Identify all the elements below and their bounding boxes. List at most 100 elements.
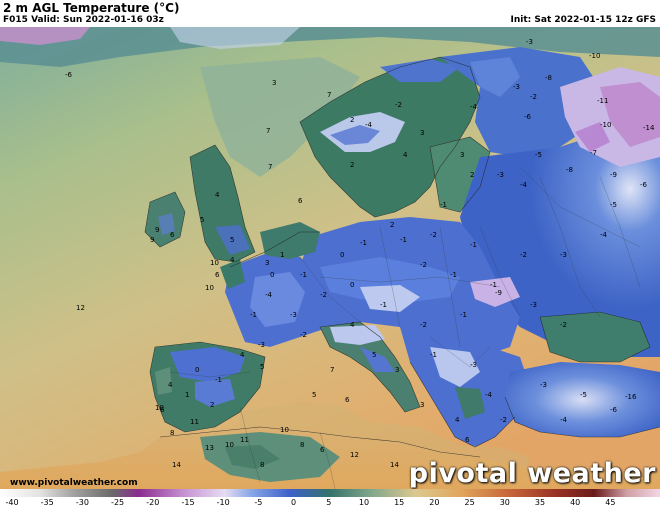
temperature-value-label: -2 bbox=[530, 93, 537, 101]
temperature-value-label: 5 bbox=[260, 363, 264, 371]
temperature-value-label: 5 bbox=[312, 391, 316, 399]
temperature-value-label: 14 bbox=[390, 461, 399, 469]
temperature-value-label: 4 bbox=[168, 381, 173, 389]
temperature-labels: -3-10-8-11-10 -14-2-3-4-6-7-9-8-5-4-3-6-5… bbox=[65, 38, 655, 469]
colorbar-gradient bbox=[0, 489, 660, 497]
temperature-value-label: 1 bbox=[185, 391, 189, 399]
temperature-value-label: -6 bbox=[610, 406, 618, 414]
colorbar-tick: -15 bbox=[181, 498, 195, 507]
colorbar-tick: 25 bbox=[464, 498, 475, 507]
temperature-value-label: 9 bbox=[155, 226, 159, 234]
temperature-value-label: -4 bbox=[520, 181, 528, 189]
temperature-value-label: 4 bbox=[215, 191, 220, 199]
temperature-value-label: -1 bbox=[360, 239, 367, 247]
colorbar-tick: -35 bbox=[40, 498, 54, 507]
temperature-value-label: 5 bbox=[230, 236, 234, 244]
temperature-value-label: 2 bbox=[390, 221, 394, 229]
valid-time: F015 Valid: Sun 2022-01-16 03z bbox=[3, 15, 164, 25]
temperature-value-label: 8 bbox=[300, 441, 304, 449]
temperature-value-label: 3 bbox=[420, 401, 424, 409]
temperature-value-label: 0 bbox=[340, 251, 344, 259]
map-title: 2 m AGL Temperature (°C) bbox=[3, 1, 180, 15]
colorbar-tick: -5 bbox=[254, 498, 263, 507]
temperature-value-label: -4 bbox=[560, 416, 568, 424]
temperature-value-label: 7 bbox=[266, 127, 270, 135]
temperature-value-label: 6 bbox=[170, 231, 175, 239]
temperature-value-label: 10 bbox=[210, 259, 219, 267]
colorbar-ticks: -40 -35 -30 -25 -20 -15 -10 -5 0 5 10 15 20 25 30 35 40 4… bbox=[0, 498, 660, 509]
temperature-value-label: 6 bbox=[345, 396, 350, 404]
colorbar-tick: 0 bbox=[291, 498, 297, 507]
temperature-value-label: -5 bbox=[610, 201, 617, 209]
temperature-value-label: -2 bbox=[560, 321, 567, 329]
temperature-value-label: -7 bbox=[590, 149, 597, 157]
temperature-value-label: -1 bbox=[300, 271, 307, 279]
temperature-value-label: 13 bbox=[205, 444, 214, 452]
temperature-value-label: -3 bbox=[290, 311, 297, 319]
temperature-value-label: -11 bbox=[597, 97, 608, 105]
temperature-value-label: 1 bbox=[280, 251, 284, 259]
temperature-value-label: -3 bbox=[470, 361, 477, 369]
temperature-value-label: 3 bbox=[420, 129, 424, 137]
temperature-value-label: 8 bbox=[170, 429, 174, 437]
temperature-value-label: 14 bbox=[172, 461, 181, 469]
temperature-value-label: 8 bbox=[260, 461, 264, 469]
colorbar-tick: -30 bbox=[75, 498, 89, 507]
temperature-value-label: -1 bbox=[380, 301, 387, 309]
brand-logo: pivotal weather bbox=[408, 458, 656, 489]
temperature-value-label: -1 bbox=[490, 281, 497, 289]
temperature-value-label: 3 bbox=[265, 259, 269, 267]
temperature-value-label: 3 bbox=[395, 366, 399, 374]
temperature-value-label: -2 bbox=[395, 101, 402, 109]
temperature-value-label: 4 bbox=[403, 151, 408, 159]
colorbar-tick: -25 bbox=[111, 498, 125, 507]
init-time: Init: Sat 2022-01-15 12z GFS bbox=[510, 15, 656, 25]
temperature-value-label: -1 bbox=[470, 241, 477, 249]
colorbar-tick: 40 bbox=[570, 498, 581, 507]
temperature-value-label: -8 bbox=[545, 74, 552, 82]
temperature-value-label: -2 bbox=[430, 231, 437, 239]
temperature-value-label: 5 bbox=[372, 351, 376, 359]
temperature-value-label: 7 bbox=[327, 91, 331, 99]
temperature-value-label: -1 bbox=[250, 311, 257, 319]
temperature-value-label: -16 bbox=[625, 393, 637, 401]
temperature-value-label: -8 bbox=[566, 166, 573, 174]
temperature-value-label: 10 bbox=[225, 441, 234, 449]
temperature-value-label: 6 bbox=[465, 436, 470, 444]
temperature-value-label: -10 bbox=[600, 121, 611, 129]
temperature-value-label: -6 bbox=[65, 71, 73, 79]
temperature-value-label: -4 bbox=[470, 103, 478, 111]
colorbar-tick: 15 bbox=[394, 498, 405, 507]
temperature-value-label: -2 bbox=[500, 416, 507, 424]
temperature-value-label: -4 bbox=[485, 391, 493, 399]
temperature-map: -3 -10 -8 -11 -10 -14 -2 -3 -4 -6 -7 -9 -8 -5 -4 -3 -6 -5… bbox=[0, 27, 660, 489]
colorbar-tick: 45 bbox=[605, 498, 616, 507]
colorbar-tick: 20 bbox=[429, 498, 440, 507]
temperature-value-label: -3 bbox=[526, 38, 533, 46]
temperature-value-label: -3 bbox=[497, 171, 504, 179]
map-header: 2 m AGL Temperature (°C) F015 Valid: Sun… bbox=[0, 0, 660, 27]
temperature-value-label: 3 bbox=[272, 79, 276, 87]
temperature-value-label: 11 bbox=[190, 418, 199, 426]
temperature-value-label: -3 bbox=[258, 341, 265, 349]
temperature-value-label: -4 bbox=[600, 231, 608, 239]
temperature-value-label: -1 bbox=[400, 236, 407, 244]
temperature-field: -3-10-8-11-10 -14-2-3-4-6-7-9-8-5-4-3-6-5… bbox=[0, 27, 660, 489]
temperature-value-label: -3 bbox=[540, 381, 547, 389]
temperature-value-label: -2 bbox=[300, 331, 307, 339]
temperature-value-label: 6 bbox=[160, 406, 165, 414]
temperature-value-label: 0 bbox=[270, 271, 274, 279]
temperature-value-label: -9 bbox=[610, 171, 617, 179]
temperature-value-label: 9 bbox=[150, 236, 154, 244]
temperature-value-label: 0 bbox=[350, 281, 354, 289]
temperature-value-label: -5 bbox=[535, 151, 542, 159]
temperature-value-label: -1 bbox=[460, 311, 467, 319]
temperature-value-label: 5 bbox=[200, 216, 204, 224]
temperature-value-label: -6 bbox=[640, 181, 648, 189]
temperature-value-label: 7 bbox=[330, 366, 334, 374]
colorbar-tick: 30 bbox=[499, 498, 510, 507]
temperature-value-label: 11 bbox=[240, 436, 249, 444]
temperature-value-label: -3 bbox=[560, 251, 567, 259]
temperature-value-label: -6 bbox=[524, 113, 532, 121]
